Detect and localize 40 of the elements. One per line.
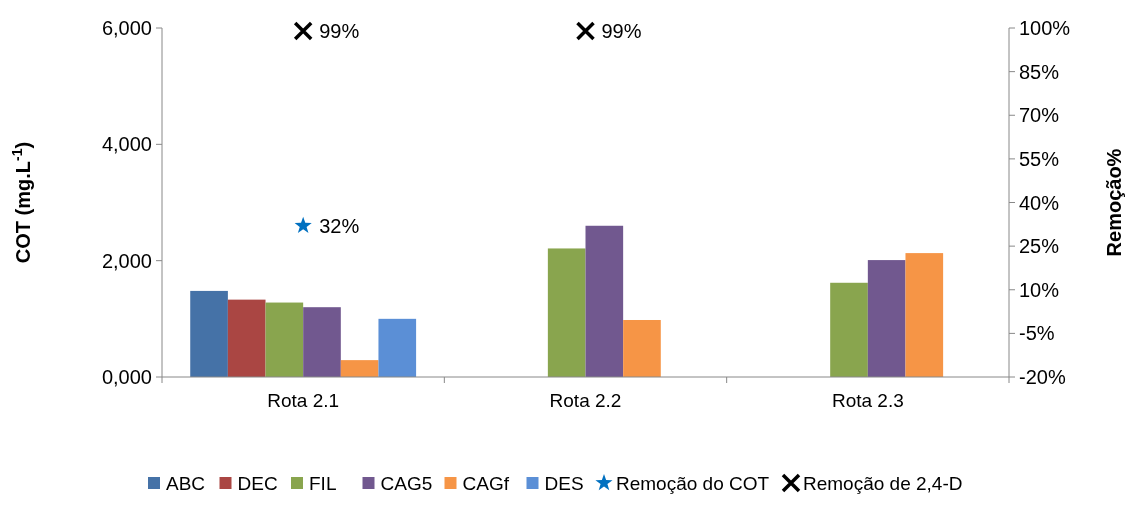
y-tick-label: 0,000 [101, 366, 152, 388]
bar [547, 248, 586, 377]
bar [867, 260, 906, 377]
y2-tick-label: 70% [1019, 104, 1060, 127]
bar [623, 320, 661, 377]
data-label: 99% [319, 19, 360, 42]
y-tick-label: 2,000 [101, 249, 152, 272]
bar [265, 302, 304, 377]
x-tick-label: Rota 2.1 [267, 390, 340, 411]
data-label: 99% [601, 19, 642, 42]
bar [340, 360, 379, 377]
bar [227, 299, 266, 377]
y-tick-label: 6,000 [101, 17, 152, 39]
y2-tick-label: 100% [1019, 17, 1071, 39]
y2-tick-label: 10% [1019, 278, 1060, 301]
bar [378, 318, 417, 377]
y2-tick-label: -5% [1019, 322, 1055, 345]
x-tick-label: Rota 2.2 [549, 390, 622, 411]
data-label: 32% [319, 214, 360, 237]
legend-label: DEC [237, 472, 278, 494]
legend-label: ABC [166, 472, 206, 494]
y2-axis-title: Remoção% [1103, 148, 1125, 257]
bar [303, 307, 341, 377]
bar [190, 290, 228, 377]
y2-tick-label: 25% [1019, 235, 1060, 258]
y2-tick-label: 55% [1019, 147, 1060, 170]
y2-tick-label: 85% [1019, 60, 1060, 83]
y-tick-label: 4,000 [101, 133, 152, 156]
legend-label: Remoção do COT [616, 472, 770, 494]
y2-tick-label: -20% [1019, 366, 1066, 388]
legend-label: DES [544, 472, 584, 494]
legend-label: Remoção de 2,4-D [803, 472, 963, 494]
y2-tick-label: 40% [1019, 191, 1060, 214]
legend-label: CAGf [462, 472, 510, 494]
bar [830, 282, 868, 377]
bar [585, 225, 624, 377]
x-tick-label: Rota 2.3 [831, 390, 904, 411]
legend-label: FIL [309, 472, 337, 494]
legend-label: CAG5 [380, 472, 433, 494]
bar [905, 253, 944, 377]
